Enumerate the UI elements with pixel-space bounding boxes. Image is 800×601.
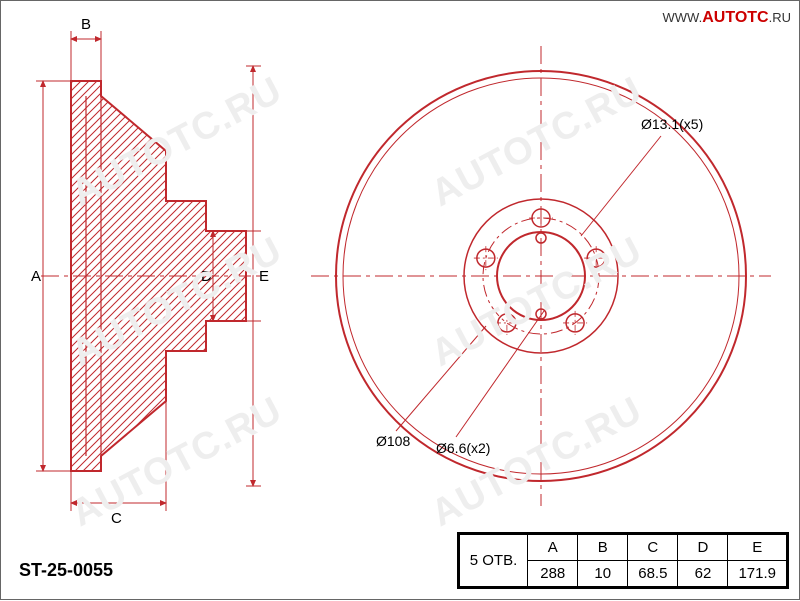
hole-count: 5 ОТВ.: [459, 535, 528, 587]
th-E: E: [728, 535, 787, 561]
dimension-table: 5 ОТВ. A B C D E 288 10 68.5 62 171.9: [457, 532, 789, 589]
dim-label-E: E: [259, 268, 269, 285]
callout-smallhole: Ø6.6(x2): [436, 440, 490, 456]
th-B: B: [578, 535, 628, 561]
tv-B: 10: [578, 561, 628, 587]
section-view: [41, 81, 261, 471]
callout-ring: Ø108: [376, 433, 410, 449]
tv-D: 62: [678, 561, 728, 587]
tv-A: 288: [528, 561, 578, 587]
drawing-svg: A E D B C Ø108 Ø6.6(x2) Ø13.1(x5): [1, 1, 800, 601]
dim-label-A: A: [31, 268, 41, 285]
tv-C: 68.5: [628, 561, 678, 587]
callout-bolthole: Ø13.1(x5): [641, 116, 703, 132]
th-D: D: [678, 535, 728, 561]
th-C: C: [628, 535, 678, 561]
dim-label-D: D: [201, 268, 212, 285]
tv-E: 171.9: [728, 561, 787, 587]
dim-label-B: B: [81, 16, 91, 33]
part-number: ST-25-0055: [19, 560, 113, 581]
dim-B: [71, 31, 101, 83]
th-A: A: [528, 535, 578, 561]
callouts: [396, 136, 661, 437]
dim-label-C: C: [111, 510, 122, 527]
diagram-container: WWW.AUTOTC.RU A E D B C: [0, 0, 800, 600]
